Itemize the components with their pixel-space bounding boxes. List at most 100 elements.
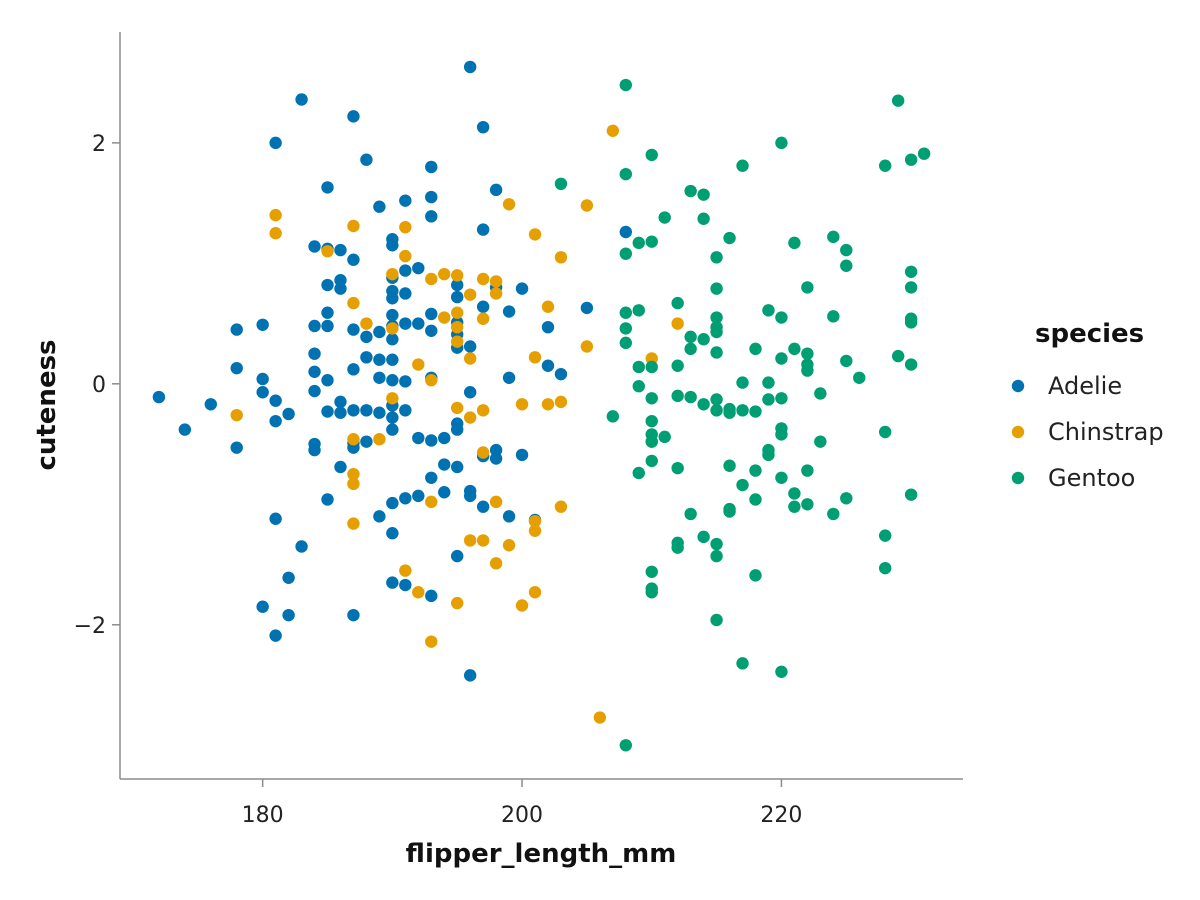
point-adelie bbox=[399, 317, 412, 330]
point-chinstrap bbox=[412, 358, 425, 371]
legend: species Adelie Chinstrap Gentoo bbox=[1011, 319, 1164, 492]
point-gentoo bbox=[697, 333, 710, 346]
point-chinstrap bbox=[399, 249, 412, 263]
point-adelie bbox=[230, 323, 243, 336]
point-adelie bbox=[334, 460, 347, 474]
point-chinstrap bbox=[476, 446, 490, 459]
point-gentoo bbox=[697, 188, 710, 201]
point-adelie bbox=[425, 307, 438, 321]
point-chinstrap bbox=[541, 398, 555, 411]
point-chinstrap bbox=[554, 395, 568, 409]
point-adelie bbox=[334, 282, 347, 295]
point-gentoo bbox=[645, 392, 658, 405]
point-gentoo bbox=[619, 167, 632, 181]
point-gentoo bbox=[710, 282, 723, 295]
point-adelie bbox=[476, 223, 490, 236]
legend-label-gentoo: Gentoo bbox=[1048, 464, 1135, 492]
y-tick-label: 0 bbox=[92, 373, 106, 398]
legend-marker-adelie bbox=[1011, 379, 1025, 393]
point-adelie bbox=[347, 253, 360, 266]
point-adelie bbox=[541, 320, 555, 334]
point-adelie bbox=[399, 264, 412, 277]
point-adelie bbox=[502, 305, 516, 318]
point-chinstrap bbox=[502, 539, 516, 552]
point-chinstrap bbox=[515, 398, 529, 411]
point-gentoo bbox=[853, 371, 866, 384]
point-gentoo bbox=[736, 478, 749, 492]
point-chinstrap bbox=[451, 335, 464, 348]
point-adelie bbox=[425, 160, 438, 174]
point-gentoo bbox=[723, 505, 736, 518]
point-gentoo bbox=[619, 247, 632, 260]
point-chinstrap bbox=[528, 514, 542, 528]
point-gentoo bbox=[840, 243, 853, 257]
point-chinstrap bbox=[541, 300, 555, 313]
point-adelie bbox=[386, 576, 399, 589]
point-adelie bbox=[347, 608, 360, 622]
point-adelie bbox=[438, 431, 451, 445]
point-adelie bbox=[334, 243, 347, 257]
point-chinstrap bbox=[489, 557, 503, 570]
point-adelie bbox=[321, 405, 334, 418]
point-adelie bbox=[386, 527, 399, 540]
point-gentoo bbox=[619, 78, 632, 92]
point-adelie bbox=[308, 347, 321, 360]
point-adelie bbox=[476, 500, 490, 513]
y-axis-title: cuteness bbox=[32, 339, 62, 470]
point-gentoo bbox=[762, 448, 775, 462]
point-gentoo bbox=[775, 136, 788, 150]
legend-label-chinstrap: Chinstrap bbox=[1048, 418, 1164, 446]
point-adelie bbox=[373, 510, 386, 523]
point-chinstrap bbox=[386, 392, 399, 405]
y-tick-label: −2 bbox=[74, 614, 106, 639]
point-adelie bbox=[178, 423, 192, 436]
point-gentoo bbox=[749, 342, 762, 356]
point-adelie bbox=[399, 404, 412, 417]
point-gentoo bbox=[904, 488, 918, 501]
point-adelie bbox=[308, 443, 321, 457]
legend-marker-chinstrap bbox=[1011, 425, 1025, 439]
point-chinstrap bbox=[476, 312, 490, 325]
point-gentoo bbox=[619, 322, 632, 335]
point-gentoo bbox=[554, 177, 568, 191]
point-adelie bbox=[386, 423, 399, 436]
point-adelie bbox=[308, 240, 321, 253]
legend-title: species bbox=[1035, 319, 1144, 349]
point-gentoo bbox=[632, 236, 645, 250]
point-adelie bbox=[425, 324, 438, 337]
point-gentoo bbox=[632, 360, 645, 374]
point-gentoo bbox=[671, 541, 684, 554]
point-adelie bbox=[463, 489, 477, 503]
point-gentoo bbox=[775, 428, 788, 441]
point-gentoo bbox=[671, 359, 684, 372]
point-adelie bbox=[386, 496, 399, 510]
point-adelie bbox=[256, 372, 269, 386]
point-adelie bbox=[321, 278, 334, 292]
point-adelie bbox=[412, 261, 425, 275]
point-gentoo bbox=[827, 230, 840, 244]
point-gentoo bbox=[710, 537, 723, 551]
point-adelie bbox=[321, 493, 334, 506]
point-gentoo bbox=[658, 211, 671, 224]
point-gentoo bbox=[827, 310, 840, 323]
point-adelie bbox=[386, 373, 399, 387]
point-chinstrap bbox=[528, 351, 542, 364]
point-gentoo bbox=[671, 389, 684, 403]
point-gentoo bbox=[917, 147, 931, 160]
data-points bbox=[152, 60, 931, 752]
point-gentoo bbox=[684, 330, 697, 344]
point-gentoo bbox=[814, 387, 827, 400]
point-adelie bbox=[399, 287, 412, 300]
point-gentoo bbox=[878, 561, 892, 575]
point-adelie bbox=[489, 183, 503, 197]
point-gentoo bbox=[632, 466, 645, 480]
point-gentoo bbox=[606, 410, 620, 423]
point-gentoo bbox=[710, 311, 723, 324]
point-chinstrap bbox=[515, 599, 529, 612]
point-chinstrap bbox=[476, 404, 490, 417]
point-adelie bbox=[463, 340, 477, 353]
point-gentoo bbox=[878, 425, 892, 439]
point-gentoo bbox=[619, 336, 632, 350]
point-gentoo bbox=[684, 507, 697, 521]
point-chinstrap bbox=[463, 534, 477, 547]
